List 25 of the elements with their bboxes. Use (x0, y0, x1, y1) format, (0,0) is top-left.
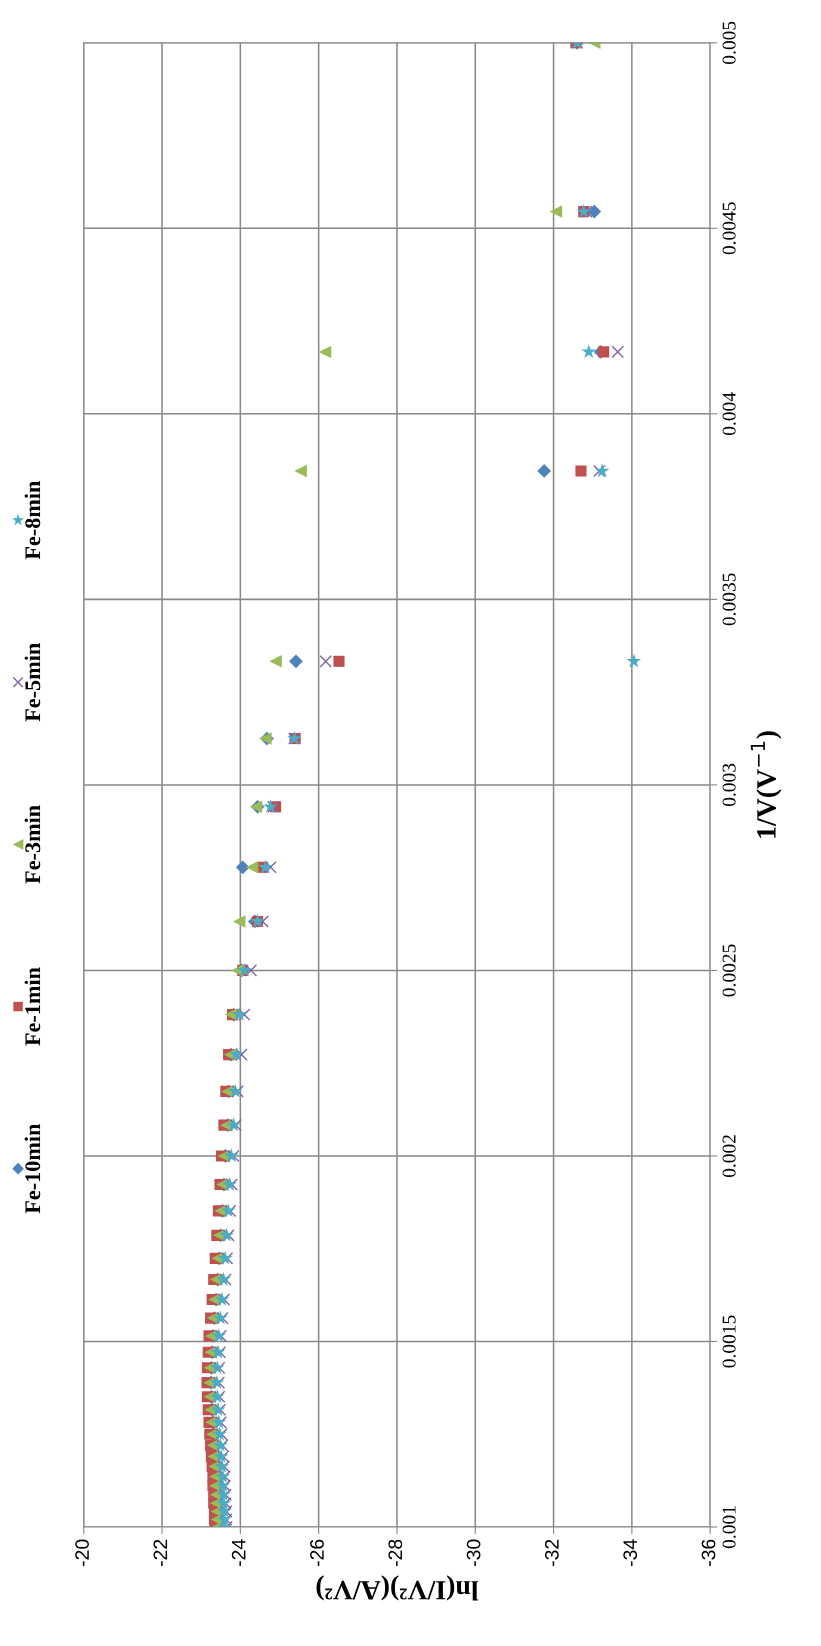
x-axis-title: ln(I/V²)(A/V²) (316, 1575, 479, 1601)
legend-label: Fe-8min (24, 480, 41, 560)
x-tick-label: -26 (310, 1539, 324, 1567)
legend-label: Fe-5min (24, 643, 41, 722)
y-tick-label: 0.004 (722, 392, 736, 435)
legend-label: Fe-10min (24, 1123, 41, 1214)
y-tick-label: 0.002 (722, 1135, 736, 1178)
x-tick-label: -36 (701, 1539, 716, 1567)
y-tick-label: 0.0035 (722, 573, 736, 626)
y-tick-label: 0.0025 (722, 944, 736, 997)
legend-label: Fe-3min (24, 805, 41, 884)
y-tick-label: 0.0015 (722, 1315, 736, 1368)
x-tick-label: -28 (388, 1539, 403, 1567)
y-tick-label: 0.001 (722, 1506, 736, 1549)
y-tick-label: 0.005 (722, 21, 736, 64)
legend-label: Fe-1min (24, 967, 41, 1046)
y-axis-title: 1/V(V$^{−1}$) (750, 731, 782, 838)
x-tick-label: -24 (231, 1539, 246, 1567)
y-tick-label: 0.003 (722, 763, 736, 807)
x-tick-label: -32 (545, 1539, 559, 1567)
x-tick-label: -34 (623, 1539, 638, 1567)
x-tick-label: -20 (75, 1539, 89, 1567)
y-tick-label: 0.0045 (722, 202, 736, 255)
x-tick-label: -30 (466, 1539, 481, 1567)
x-tick-label: -22 (153, 1539, 168, 1567)
